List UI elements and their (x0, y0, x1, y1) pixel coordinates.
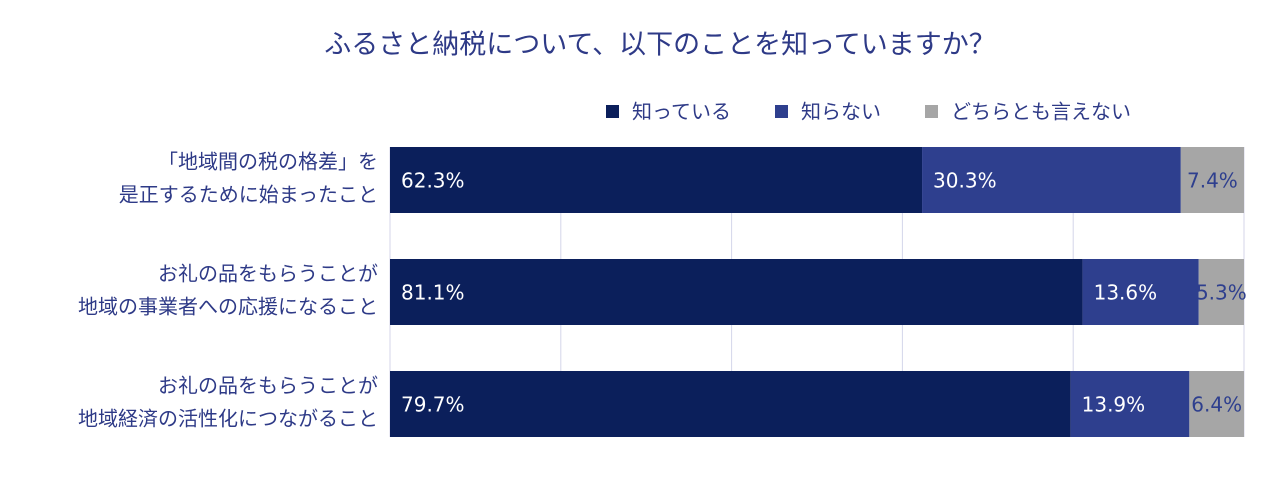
value-label: 13.9% (1082, 393, 1146, 417)
bar-segment (922, 147, 1181, 213)
value-label: 6.4% (1191, 393, 1242, 417)
value-label: 62.3% (401, 169, 465, 193)
value-label: 13.6% (1094, 281, 1158, 305)
bar-segment (1180, 147, 1244, 213)
value-label: 30.3% (933, 169, 997, 193)
category-label: お礼の品をもらうことが (158, 262, 378, 286)
value-label: 81.1% (401, 281, 465, 305)
bar-segment (1070, 371, 1190, 437)
bars: 62.3% 30.3% 7.4% 81.1% 13.6% 5.3% 79.7% 13.9% 6.… (390, 147, 1247, 437)
category-label: 「地域間の税の格差」を (158, 150, 378, 174)
value-label: 7.4% (1187, 169, 1238, 193)
bar-segment (1198, 259, 1244, 325)
legend-swatch (606, 105, 619, 118)
bar-segment (390, 259, 1083, 325)
category-label: 是正するために始まったこと (119, 183, 378, 207)
legend-swatch (925, 105, 938, 118)
bar-segment (390, 371, 1071, 437)
bar-segment (1189, 371, 1244, 437)
legend-label: 知っている (632, 100, 731, 124)
legend-label: どちらとも言えない (951, 100, 1131, 124)
legend-swatch (775, 105, 788, 118)
category-label: お礼の品をもらうことが (158, 374, 378, 398)
value-label: 5.3% (1196, 281, 1247, 305)
bar-segment (390, 147, 923, 213)
legend-label: 知らない (801, 100, 881, 124)
bar-segment (1082, 259, 1199, 325)
value-label: 79.7% (401, 393, 465, 417)
chart-title: ふるさと納税について、以下のことを知っていますか？ (324, 30, 996, 61)
category-label: 地域の事業者への応援になること (78, 295, 378, 319)
category-label: 地域経済の活性化につながること (78, 407, 378, 431)
